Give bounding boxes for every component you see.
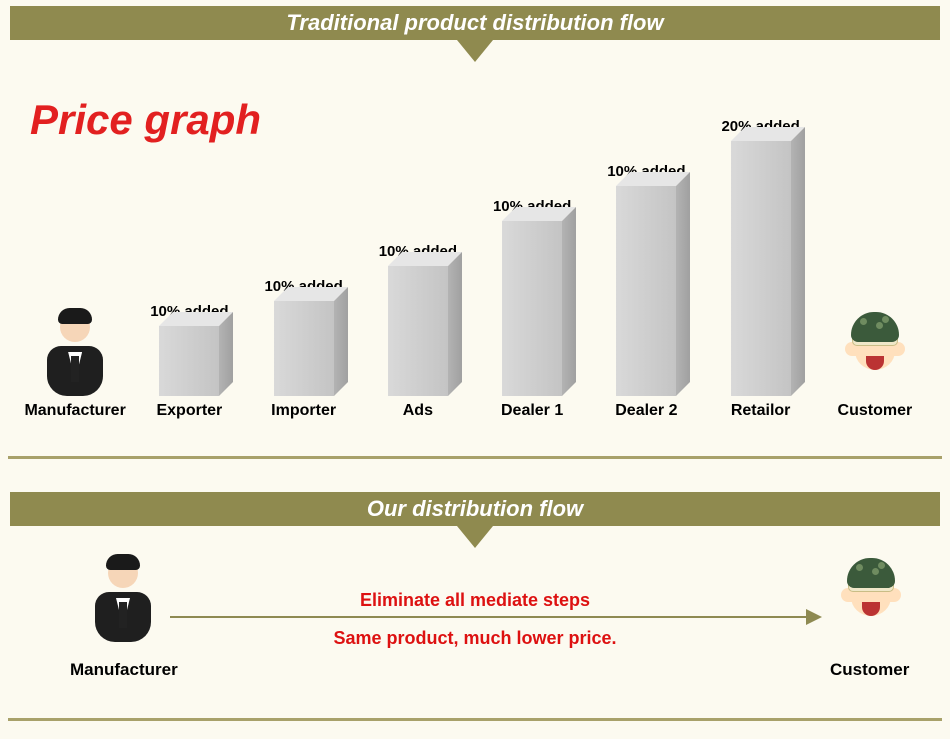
chart-row: 10% added 10% added 10% added 10% added … — [0, 66, 950, 396]
category-labels: Manufacturer Exporter Importer Ads Deale… — [0, 402, 950, 420]
top-arrow-icon — [457, 40, 493, 62]
eliminate-text: Eliminate all mediate steps — [0, 590, 950, 611]
bar-cell: 10% added — [589, 66, 703, 396]
role-label: Retailor — [704, 402, 818, 420]
customer-icon — [842, 312, 908, 396]
role-label: Dealer 1 — [475, 402, 589, 420]
customer-cell — [818, 66, 932, 396]
divider — [8, 718, 942, 721]
role-label: Customer — [818, 402, 932, 420]
manufacturer-cell — [18, 66, 132, 396]
role-label: Importer — [247, 402, 361, 420]
bar-cell: 10% added — [247, 66, 361, 396]
price-bar — [388, 266, 448, 396]
bar-cell: 20% added — [704, 66, 818, 396]
bar-cell: 10% added — [361, 66, 475, 396]
role-label: Dealer 2 — [589, 402, 703, 420]
role-label: Manufacturer — [18, 402, 132, 420]
bottom-band: Our distribution flow — [10, 492, 940, 526]
bottom-arrow-icon — [457, 526, 493, 548]
bar-cell: 10% added — [475, 66, 589, 396]
businessman-icon — [42, 308, 108, 396]
lower-price-text: Same product, much lower price. — [0, 628, 950, 649]
price-bar — [502, 221, 562, 396]
role-label: Ads — [361, 402, 475, 420]
role-label: Manufacturer — [70, 660, 178, 680]
role-label: Customer — [830, 660, 909, 680]
bar-cell: 10% added — [132, 66, 246, 396]
divider — [8, 456, 942, 459]
price-bar — [274, 301, 334, 396]
price-bar — [159, 326, 219, 396]
price-bar — [616, 186, 676, 396]
price-bar — [731, 141, 791, 396]
top-band: Traditional product distribution flow — [10, 6, 940, 40]
role-label: Exporter — [132, 402, 246, 420]
flow-arrow-icon — [170, 616, 820, 618]
